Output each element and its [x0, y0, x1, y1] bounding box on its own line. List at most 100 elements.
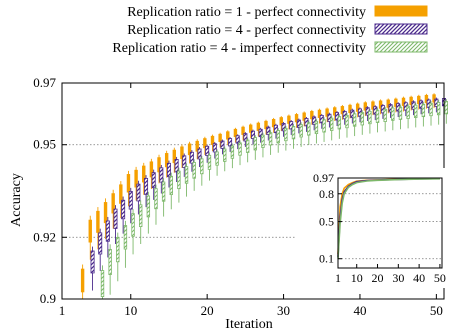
- main-x-tick-label: 1: [59, 303, 66, 318]
- box-0: [134, 169, 138, 188]
- box-0: [172, 149, 176, 164]
- box-2: [368, 110, 372, 125]
- box-1: [90, 250, 95, 274]
- box-0: [401, 97, 406, 106]
- box-0: [233, 128, 238, 138]
- box-0: [218, 133, 222, 143]
- box-0: [111, 193, 115, 214]
- box-1: [319, 115, 324, 124]
- box-2: [444, 101, 448, 115]
- box-1: [235, 135, 240, 144]
- box-2: [299, 124, 303, 138]
- box-1: [151, 172, 156, 189]
- box-2: [345, 115, 349, 129]
- box-1: [189, 151, 194, 164]
- box-2: [146, 195, 151, 218]
- box-0: [96, 210, 100, 233]
- box-0: [394, 98, 398, 107]
- box-2: [230, 145, 235, 159]
- box-2: [116, 237, 120, 263]
- box-0: [103, 202, 108, 224]
- box-2: [314, 120, 319, 135]
- box-0: [142, 165, 146, 183]
- main-x-tick-label: 30: [277, 303, 290, 318]
- box-1: [197, 148, 202, 160]
- box-2: [138, 204, 143, 227]
- inset-axes: 0.1 0.5 0.8 0.97 1 10 20 30 40 50: [313, 171, 446, 285]
- box-2: [154, 188, 158, 210]
- main-x-tick-label: 10: [124, 303, 137, 318]
- box-2: [192, 162, 196, 179]
- x-axis-label: Iteration: [225, 317, 272, 331]
- inset-lines: [337, 177, 440, 259]
- box-0: [157, 157, 161, 173]
- main-y-tick-label: 0.97: [33, 75, 56, 90]
- box-0: [333, 107, 337, 116]
- box-1: [289, 121, 294, 130]
- box-2: [276, 130, 280, 144]
- box-0: [378, 100, 383, 109]
- box-0: [287, 115, 291, 124]
- box-2: [375, 109, 380, 123]
- box-2: [436, 102, 441, 116]
- box-0: [248, 124, 253, 133]
- legend-swatch-0: [374, 5, 428, 17]
- box-1: [113, 208, 118, 229]
- box-1: [182, 155, 187, 168]
- box-0: [355, 103, 360, 112]
- box-2: [352, 113, 357, 127]
- box-2: [291, 126, 296, 140]
- box-0: [424, 94, 429, 104]
- box-0: [195, 140, 199, 152]
- box-2: [421, 103, 426, 118]
- box-2: [184, 166, 189, 184]
- y-axis-label: Accuracy: [9, 173, 24, 227]
- box-2: [177, 170, 181, 190]
- box-0: [149, 161, 154, 178]
- box-0: [264, 120, 268, 130]
- box-0: [256, 122, 261, 131]
- inset-y-tick-label: 0.1: [319, 252, 334, 266]
- inset-line-2: [337, 178, 440, 259]
- box-0: [88, 219, 92, 243]
- box-0: [279, 117, 283, 126]
- inset-x-tick-label: 40: [413, 271, 425, 285]
- main-boxes: [80, 93, 448, 299]
- box-2: [108, 248, 112, 275]
- box-2: [215, 151, 219, 166]
- box-2: [223, 148, 227, 162]
- box-1: [205, 145, 210, 156]
- main-x-tick-label: 50: [430, 303, 443, 318]
- box-2: [169, 175, 173, 196]
- box-0: [310, 110, 314, 120]
- legend-swatch-1: [374, 23, 428, 35]
- box-1: [312, 116, 317, 125]
- box-0: [302, 112, 306, 121]
- box-1: [121, 199, 126, 220]
- box-1: [296, 119, 301, 128]
- box-0: [432, 94, 436, 103]
- box-2: [123, 225, 128, 250]
- box-0: [203, 138, 207, 149]
- legend-label-0: Replication ratio = 1 - perfect connecti…: [127, 5, 366, 20]
- box-0: [226, 131, 230, 140]
- box-2: [391, 107, 395, 121]
- box-2: [414, 104, 418, 118]
- main-x-tick-label: 40: [353, 303, 366, 318]
- box-1: [144, 177, 149, 195]
- box-0: [187, 143, 192, 156]
- box-0: [417, 95, 421, 105]
- box-1: [212, 143, 217, 153]
- box-0: [241, 126, 245, 135]
- box-0: [294, 114, 299, 123]
- box-0: [271, 119, 276, 128]
- box-0: [126, 174, 131, 193]
- inset-y-tick-label: 0.97: [313, 171, 334, 185]
- legend-swatch-2: [374, 41, 428, 53]
- box-2: [398, 106, 403, 120]
- box-1: [220, 140, 225, 149]
- main-axes: 0.9 0.92 0.95 0.97 1 10 20 30 40 50: [33, 75, 444, 318]
- box-2: [131, 213, 135, 237]
